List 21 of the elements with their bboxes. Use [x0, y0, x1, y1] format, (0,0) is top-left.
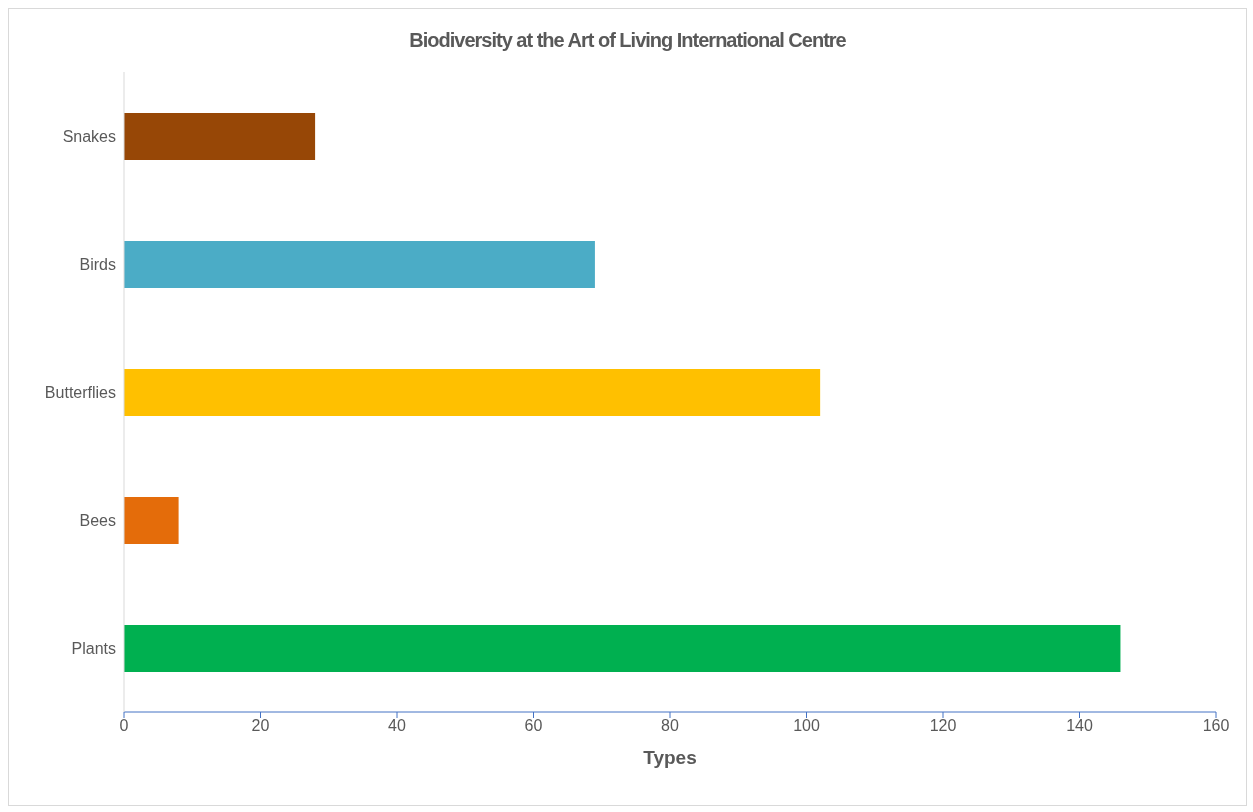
y-tick-label: Snakes	[62, 127, 116, 145]
bar	[124, 241, 595, 288]
x-tick-label: 160	[1202, 717, 1230, 735]
x-tick-label: 100	[793, 717, 820, 735]
y-tick-label: Butterflies	[44, 383, 116, 401]
x-tick-label: 60	[524, 717, 543, 735]
bar	[124, 625, 1121, 672]
y-tick-label: Bees	[79, 511, 116, 529]
x-tick-label: 120	[929, 717, 957, 735]
y-tick-label: Birds	[79, 255, 116, 273]
bar	[124, 497, 179, 544]
x-tick-label: 140	[1066, 717, 1093, 735]
bar	[124, 113, 316, 160]
x-tick-label: 80	[661, 717, 679, 735]
x-tick-label: 0	[119, 717, 129, 735]
x-tick-label: 40	[388, 717, 406, 735]
x-axis-title: Types	[643, 747, 697, 768]
bar	[124, 369, 821, 416]
y-tick-label: Plants	[71, 639, 116, 657]
x-tick-label: 20	[251, 717, 270, 735]
chart-title: Biodiversity at the Art of Living International Centre	[408, 29, 847, 52]
